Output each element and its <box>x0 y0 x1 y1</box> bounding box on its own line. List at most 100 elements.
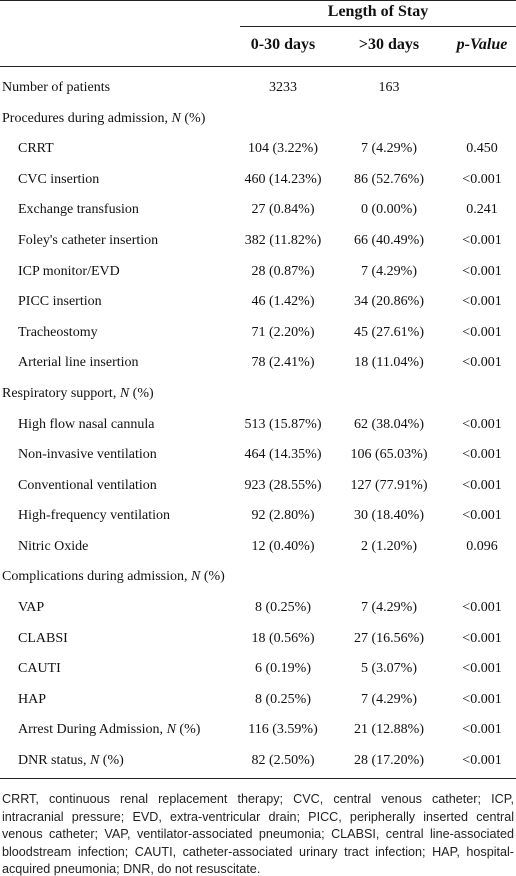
cell-value: 71 (2.20%) <box>251 324 315 340</box>
text-part: N <box>171 110 181 126</box>
row-label: Arrest During Admission, N (%) <box>18 721 200 739</box>
text-part: (%) <box>180 110 206 126</box>
row-label: Conventional ventilation <box>18 477 157 493</box>
row-label: Foley's catheter insertion <box>18 232 159 248</box>
cell-value: 8 (0.25%) <box>255 600 311 616</box>
section-label: Procedures during admission, N (%) <box>2 110 205 128</box>
cell-value: <0.001 <box>462 263 502 279</box>
cell-value: 0.241 <box>466 202 498 218</box>
text-part: Respiratory support, <box>2 385 120 401</box>
cell-value: 18 (11.04%) <box>354 355 424 371</box>
cell-value: 27 (16.56%) <box>354 630 424 646</box>
cell-value: 78 (2.41%) <box>251 355 315 371</box>
column-header: 0-30 days <box>250 36 316 53</box>
cell-value: 21 (12.88%) <box>354 722 424 738</box>
cell-value: 86 (52.76%) <box>354 171 424 187</box>
text-part: Arrest During Admission, <box>18 722 167 738</box>
row-label: DNR status, N (%) <box>18 752 124 770</box>
cell-value: 30 (18.40%) <box>354 508 424 524</box>
cell-value: 12 (0.40%) <box>251 538 315 554</box>
text-part: -Value <box>464 36 508 53</box>
cell-value: 0 (0.00%) <box>361 202 417 218</box>
cell-value: <0.001 <box>462 324 502 340</box>
row-label: ICP monitor/EVD <box>18 263 120 279</box>
row-label: High-frequency ventilation <box>18 508 171 524</box>
cell-value: 104 (3.22%) <box>248 141 318 157</box>
cell-value: 106 (65.03%) <box>350 447 428 463</box>
cell-value: <0.001 <box>462 661 502 677</box>
row-label: CVC insertion <box>18 171 100 187</box>
cell-value: <0.001 <box>462 416 502 432</box>
cell-value: 28 (17.20%) <box>354 753 424 768</box>
row-label: Tracheostomy <box>18 324 98 340</box>
cell-value: <0.001 <box>462 722 502 738</box>
section-label: Respiratory support, N (%) <box>2 385 154 403</box>
text-part: Complications during admission, <box>2 569 191 585</box>
cell-value: 45 (27.61%) <box>354 324 424 340</box>
row-label: PICC insertion <box>18 294 102 310</box>
cell-value: 82 (2.50%) <box>251 753 315 768</box>
cell-value: 62 (38.04%) <box>354 416 424 432</box>
cell-value: 7 (4.29%) <box>361 691 417 707</box>
cell-value: 27 (0.84%) <box>251 202 315 218</box>
cell-value: 46 (1.42%) <box>251 294 315 310</box>
cell-value: 34 (20.86%) <box>354 294 424 310</box>
cell-value: 0.096 <box>466 538 498 554</box>
cell-value: <0.001 <box>462 600 502 616</box>
cell-value: <0.001 <box>462 355 502 371</box>
cell-value: <0.001 <box>462 753 502 768</box>
cell-value: 7 (4.29%) <box>361 141 417 157</box>
top-rule <box>0 0 516 1</box>
cell-value: 5 (3.07%) <box>361 661 417 677</box>
cell-value: 0.450 <box>466 141 498 157</box>
text-part: N <box>119 385 130 401</box>
cell-value: 18 (0.56%) <box>251 630 315 646</box>
text-part: Procedures during admission, <box>2 110 172 126</box>
row-label: CLABSI <box>18 630 68 646</box>
cell-value: 127 (77.91%) <box>350 477 428 493</box>
row-label: Non-invasive ventilation <box>18 447 157 463</box>
cell-value: 8 (0.25%) <box>255 691 311 707</box>
text-part: N <box>191 569 201 585</box>
text-part: N <box>89 753 100 768</box>
text-part: N <box>166 722 176 738</box>
cell-value: 6 (0.19%) <box>255 661 311 677</box>
cell-value: <0.001 <box>462 171 502 187</box>
group-header: Length of Stay <box>327 3 429 20</box>
row-label: CAUTI <box>18 661 61 677</box>
row-label: Nitric Oxide <box>18 538 89 554</box>
cell-value: 460 (14.23%) <box>244 171 322 187</box>
cell-value: 923 (28.55%) <box>244 477 322 493</box>
cell-value: 513 (15.87%) <box>244 416 322 432</box>
section-label: Complications during admission, N (%) <box>2 568 225 586</box>
footnote: CRRT, continuous renal replacement thera… <box>2 792 514 876</box>
text-part: p <box>456 36 465 53</box>
cell-value: 2 (1.20%) <box>361 538 417 554</box>
cell-value: 66 (40.49%) <box>354 232 424 248</box>
cell-value: <0.001 <box>462 508 502 524</box>
cell-value: 3233 <box>269 80 297 95</box>
text-part: DNR status, <box>18 753 90 768</box>
text-part: (%) <box>99 753 124 768</box>
text-part: (%) <box>200 569 225 585</box>
row-label: High flow nasal cannula <box>18 416 155 432</box>
row-label: HAP <box>18 691 47 707</box>
cell-value: 163 <box>378 80 400 95</box>
cell-value: 28 (0.87%) <box>251 263 315 279</box>
cell-value: <0.001 <box>462 294 502 310</box>
row-label: CRRT <box>18 141 54 157</box>
bottom-rule <box>0 778 516 779</box>
cell-value: <0.001 <box>462 477 502 493</box>
text-part: (%) <box>175 722 201 738</box>
group-rule <box>240 26 516 27</box>
section-label: Number of patients <box>2 80 111 95</box>
column-header: p-Value <box>457 36 508 54</box>
row-label: Exchange transfusion <box>18 202 139 218</box>
column-header: >30 days <box>358 36 420 53</box>
cell-value: 7 (4.29%) <box>361 600 417 616</box>
header-rule <box>0 66 516 67</box>
cell-value: <0.001 <box>462 447 502 463</box>
row-label: VAP <box>18 600 45 616</box>
cell-value: 7 (4.29%) <box>361 263 417 279</box>
